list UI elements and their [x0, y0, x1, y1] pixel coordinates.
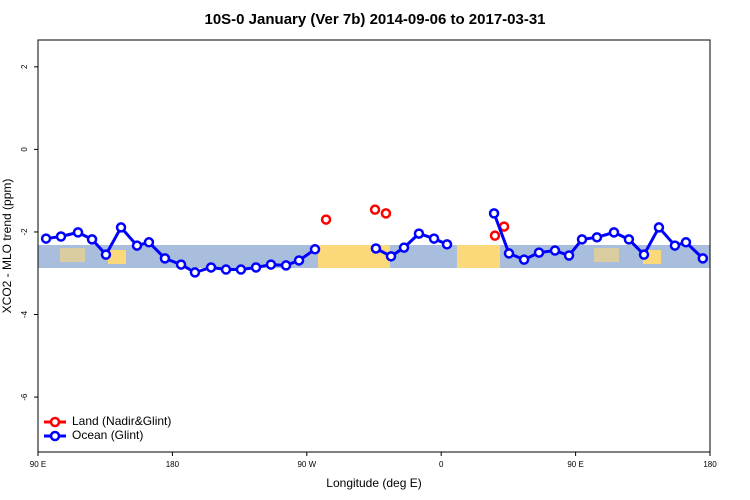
data-point	[205, 262, 217, 273]
data-point	[159, 253, 171, 264]
legend-label: Ocean (Glint)	[72, 428, 143, 442]
x-tick-label: 90 E	[30, 460, 46, 469]
data-point	[488, 208, 500, 219]
data-point	[638, 249, 650, 260]
data-point	[175, 259, 187, 270]
y-tick-label: -2	[20, 228, 29, 236]
y-tick-label: -4	[20, 310, 29, 318]
data-point	[398, 242, 410, 253]
data-point	[220, 264, 232, 275]
data-point	[309, 244, 321, 255]
data-point	[55, 231, 67, 242]
data-point	[115, 222, 127, 233]
data-point	[280, 260, 292, 271]
data-point	[189, 267, 201, 278]
y-tick-label: 2	[20, 64, 29, 69]
data-point	[320, 214, 332, 225]
data-point	[549, 245, 561, 256]
data-point	[489, 230, 501, 241]
data-point	[100, 249, 112, 260]
plot-frame	[37, 39, 711, 453]
data-point	[608, 227, 620, 238]
y-tick-label: -6	[20, 393, 29, 401]
data-point	[293, 255, 305, 266]
data-point	[369, 204, 381, 215]
data-point	[131, 240, 143, 251]
data-point	[503, 248, 515, 259]
x-tick-label: 0	[439, 460, 444, 469]
data-point	[428, 233, 440, 244]
data-point	[533, 247, 545, 258]
data-point	[380, 208, 392, 219]
x-tick-label: 90 W	[297, 460, 316, 469]
data-point	[86, 234, 98, 245]
x-tick-label: 180	[703, 460, 717, 469]
data-point	[680, 237, 692, 248]
data-point	[441, 239, 453, 250]
chart-title: 10S-0 January (Ver 7b) 2014-09-06 to 201…	[204, 11, 545, 28]
data-point	[413, 228, 425, 239]
x-tick-label: 90 E	[567, 460, 583, 469]
data-point	[40, 233, 52, 244]
data-point	[576, 234, 588, 245]
data-point	[653, 222, 665, 233]
legend-marker	[49, 430, 61, 442]
data-point	[143, 237, 155, 248]
legend-label: Land (Nadir&Glint)	[72, 414, 171, 428]
data-point	[235, 264, 247, 275]
data-point	[265, 259, 277, 270]
data-point	[591, 232, 603, 243]
data-point	[518, 254, 530, 265]
x-tick-label: 180	[166, 460, 180, 469]
y-tick-label: 0	[20, 147, 29, 152]
data-point	[563, 250, 575, 261]
data-point	[385, 251, 397, 262]
data-point	[697, 253, 709, 264]
data-point	[72, 227, 84, 238]
x-axis-label: Longitude (deg E)	[326, 476, 421, 490]
data-point	[250, 262, 262, 273]
legend-marker	[49, 416, 61, 428]
data-point	[623, 234, 635, 245]
data-point	[669, 240, 681, 251]
y-axis-label: XCO2 - MLO trend (ppm)	[0, 179, 14, 314]
data-point	[370, 243, 382, 254]
